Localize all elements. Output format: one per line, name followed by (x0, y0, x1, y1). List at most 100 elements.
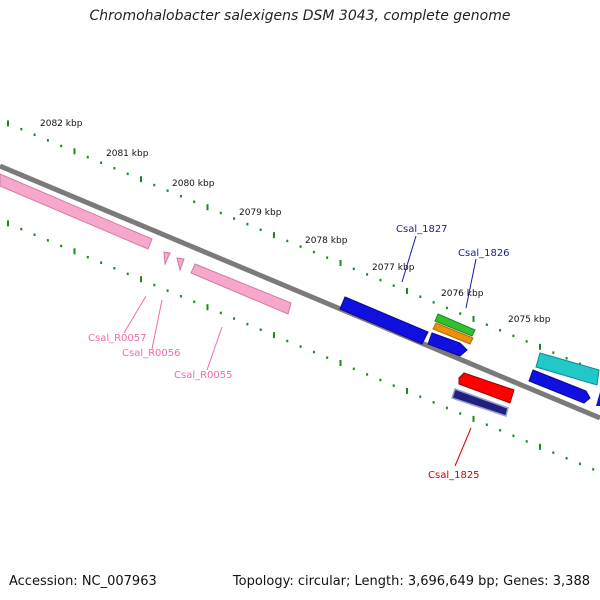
gene-blue-right[interactable] (528, 369, 591, 404)
inner-tick (485, 423, 488, 426)
outer-tick (565, 357, 568, 360)
inner-tick (113, 267, 116, 270)
outer-tick (419, 295, 422, 298)
inner-tick (246, 322, 249, 326)
rna-gene-csal-r0055[interactable] (190, 263, 292, 315)
outer-tick (459, 312, 462, 315)
genome-summary-text: Topology: circular; Length: 3,696,649 bp… (232, 574, 590, 589)
inner-tick (286, 339, 289, 343)
outer-tick (46, 139, 49, 142)
outer-tick (472, 315, 475, 322)
gene-csal-1826-b[interactable] (427, 332, 468, 357)
map-title: Chromohalobacter salexigens DSM 3043, co… (89, 8, 511, 24)
outer-tick (33, 133, 36, 136)
inner-tick (406, 387, 408, 394)
inner-tick (140, 276, 142, 283)
inner-tick (126, 272, 129, 276)
outer-tick (273, 232, 275, 239)
inner-tick (339, 360, 342, 366)
inner-tick (206, 304, 209, 311)
inner-tick (512, 434, 515, 438)
inner-tick (273, 332, 275, 339)
outer-tick (233, 217, 236, 220)
inner-tick (392, 384, 395, 387)
scale-label-2079: 2079 kbp (239, 208, 282, 218)
rna-gene-csal-r0056b[interactable] (176, 257, 185, 272)
outer-tick (60, 144, 63, 148)
label-csal-r0056[interactable]: Csal_R0056 (122, 348, 181, 359)
outer-tick (392, 284, 395, 287)
outer-tick (366, 273, 369, 276)
inner-tick (565, 457, 568, 460)
outer-tick (539, 343, 541, 350)
outer-tick (113, 167, 116, 170)
inner-tick (578, 462, 581, 466)
outer-tick (73, 148, 76, 155)
outer-tick (352, 267, 355, 271)
scale-label-2075: 2075 kbp (508, 315, 551, 325)
inner-tick (100, 261, 103, 264)
outer-tick (552, 351, 555, 354)
inner-tick (352, 367, 355, 371)
gene-navy[interactable] (451, 388, 509, 417)
gene-cyan[interactable] (535, 352, 600, 386)
outer-tick (445, 306, 448, 310)
inner-tick (432, 401, 435, 404)
label-csal-r0057[interactable]: Csal_R0057 (88, 333, 147, 344)
outer-tick (20, 127, 23, 131)
inner-tick (33, 233, 36, 236)
outer-tick (219, 211, 222, 215)
genome-backbone (0, 163, 600, 421)
outer-tick (299, 245, 302, 248)
inner-tick (7, 220, 9, 227)
outer-tick (166, 189, 169, 192)
label-csal-1825[interactable]: Csal_1825 (428, 470, 480, 481)
label-csal-r0055[interactable]: Csal_R0055 (174, 370, 233, 381)
inner-tick (552, 451, 555, 454)
scale-label-2077: 2077 kbp (372, 263, 415, 273)
label-csal-1826[interactable]: Csal_1826 (458, 248, 510, 259)
inner-tick (179, 295, 182, 298)
rna-gene-csal-r0057[interactable] (0, 173, 153, 250)
rna-gene-csal-r0056[interactable] (163, 251, 171, 266)
outer-tick (578, 362, 581, 366)
leader-csal-1826 (465, 258, 477, 309)
inner-tick (60, 244, 63, 248)
inner-tick (166, 289, 169, 292)
inner-tick (219, 311, 222, 315)
scale-label-2082: 2082 kbp (40, 119, 83, 129)
rna-features (0, 173, 292, 315)
cds-features (339, 296, 600, 417)
outer-tick (379, 278, 382, 282)
outer-tick (512, 334, 515, 338)
scale-label-2081: 2081 kbp (106, 149, 149, 159)
label-csal-1827[interactable]: Csal_1827 (396, 224, 448, 235)
gene-blue-edge[interactable] (596, 392, 600, 406)
inner-tick (46, 239, 49, 242)
inner-tick-ring (7, 220, 595, 471)
gene-csal-1825[interactable] (458, 372, 515, 404)
leader-csal-1825 (454, 427, 472, 467)
outer-tick (179, 195, 182, 198)
inner-tick (366, 373, 369, 376)
gene-csal-1827[interactable] (339, 296, 429, 345)
inner-tick (20, 227, 23, 231)
scale-labels: 2082 kbp 2081 kbp 2080 kbp 2079 kbp 2078… (40, 119, 551, 325)
inner-tick (419, 395, 422, 398)
outer-tick (246, 222, 249, 226)
outer-tick (153, 183, 156, 187)
outer-tick (406, 287, 408, 294)
inner-tick (499, 429, 502, 432)
scale-label-2080: 2080 kbp (172, 179, 215, 189)
accession-text: Accession: NC_007963 (9, 574, 157, 589)
inner-tick (539, 443, 541, 450)
outer-tick (339, 260, 342, 266)
inner-tick (472, 415, 475, 422)
gene-orange[interactable] (432, 322, 474, 345)
outer-tick (193, 200, 196, 204)
outer-tick (286, 239, 289, 243)
outer-tick (499, 329, 502, 332)
gene-csal-1826[interactable] (434, 313, 476, 337)
